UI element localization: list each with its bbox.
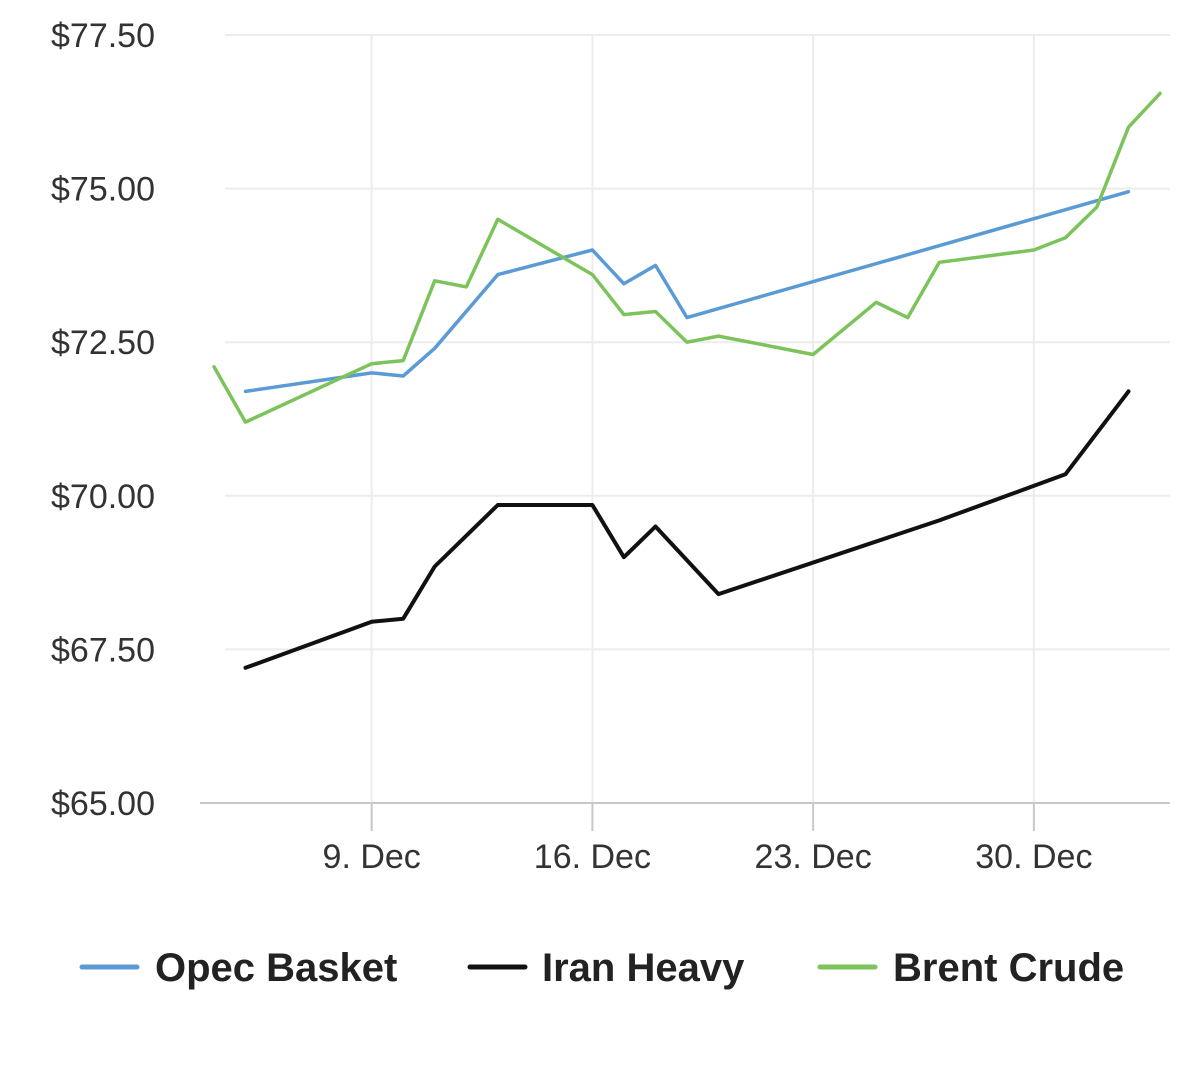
x-tick-label: 16. Dec [534,838,651,876]
grid [225,34,1170,803]
x-tick-label: 23. Dec [755,838,872,876]
legend-label: Iran Heavy [542,946,745,990]
series-lines [212,91,1162,670]
y-tick-label: $67.50 [51,631,155,669]
x-tick-label: 9. Dec [323,838,421,876]
x-axis: 9. Dec 16. Dec 23. Dec 30. Dec [200,802,1170,876]
y-tick-label: $75.00 [51,171,155,209]
series-line-opec-basket [243,189,1131,394]
legend-item-brent-crude[interactable]: Brent Crude [817,946,1124,990]
y-tick-label: $77.50 [51,17,155,55]
legend[interactable]: Opec Basket Iran Heavy Brent Crude [79,946,1124,990]
y-tick-label: $70.00 [51,478,155,516]
legend-item-iran-heavy[interactable]: Iran Heavy [467,946,745,990]
y-tick-label: $65.00 [51,785,155,823]
legend-label: Brent Crude [893,946,1124,990]
x-tick-label: 30. Dec [975,838,1092,876]
legend-label: Opec Basket [155,946,397,990]
legend-item-opec-basket[interactable]: Opec Basket [79,946,397,990]
series-line-iran-heavy [243,389,1131,670]
y-tick-label: $72.50 [51,324,155,362]
y-axis: $65.00 $67.50 $70.00 $72.50 $75.00 $77.50 [51,17,155,823]
series-line-brent-crude [212,91,1162,424]
